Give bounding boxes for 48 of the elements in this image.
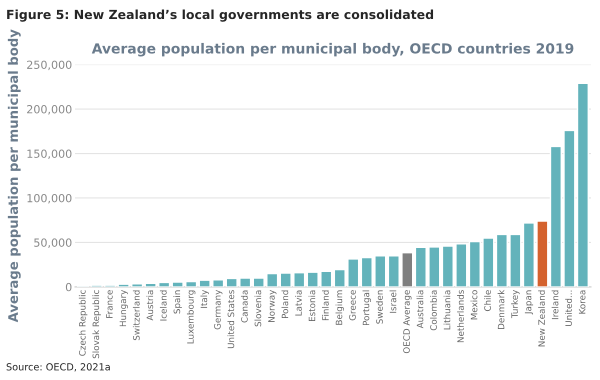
x-tick-label: Czech Republic (78, 290, 88, 356)
x-tick-label: Iceland (160, 290, 167, 320)
y-tick-label: 250,000 (27, 60, 72, 70)
x-tick-label: United... (565, 290, 572, 326)
x-tick-label: Chile (484, 290, 491, 312)
x-tick-label: Hungary (120, 290, 128, 326)
x-tick-label: Turkey (511, 290, 520, 318)
x-tick-label: United States (227, 290, 234, 348)
x-tick-label: Lithuania (444, 290, 450, 330)
chart-subtitle: Average population per municipal body, OECD countries 2019 (92, 42, 574, 56)
y-tick-label: 150,000 (27, 149, 72, 160)
x-tick-label: Canada (240, 290, 248, 322)
x-tick-label: Norway (268, 290, 276, 322)
y-tick-label: 200,000 (27, 105, 72, 115)
x-tick-label: Austria (146, 290, 154, 321)
x-tick-label: Colombia (430, 290, 437, 330)
chart-title: Figure 5: New Zealand’s local governments are consolidated (7, 10, 434, 22)
x-tick-label: OECD Average (403, 290, 412, 354)
x-tick-label: Portugal (362, 290, 372, 326)
x-tick-label: Greece (349, 290, 356, 320)
x-tick-label: France (106, 290, 113, 318)
x-tick-label: Netherlands (457, 290, 464, 342)
x-tick-label: Australia (416, 290, 424, 328)
y-tick-label: 100,000 (27, 194, 72, 204)
x-tick-label: Ireland (552, 290, 558, 320)
x-tick-label: Italy (200, 290, 209, 308)
y-axis-title: Average population per municipal body (8, 29, 21, 322)
source-note: Source: OECD, 2021a (6, 363, 110, 372)
x-tick-label: Israel (390, 290, 396, 313)
x-tick-label: Latvia (294, 290, 302, 316)
x-tick-label: Mexico (470, 290, 478, 320)
y-tick-label: 50,000 (34, 238, 72, 248)
x-tick-label: Luxembourg (186, 290, 196, 344)
x-tick-label: Switzerland (132, 290, 140, 340)
x-tick-label: Estonia (308, 290, 316, 322)
x-tick-label: New Zealand (538, 290, 545, 346)
x-tick-label: Finland (322, 290, 329, 320)
x-tick-label: Belgium (336, 290, 344, 325)
x-tick-label: Sweden (376, 290, 383, 324)
y-tick-label: 0 (66, 282, 72, 292)
x-tick-label: Slovenia (254, 290, 262, 326)
x-tick-label: Slovak Republic (92, 290, 101, 358)
x-tick-label: Poland (281, 290, 288, 318)
x-tick-label: Spain (173, 290, 182, 314)
x-tick-label: Germany (214, 290, 222, 330)
x-tick-label: Denmark (498, 290, 504, 330)
x-tick-label: Japan (524, 290, 534, 315)
x-tick-label: Korea (578, 290, 586, 314)
